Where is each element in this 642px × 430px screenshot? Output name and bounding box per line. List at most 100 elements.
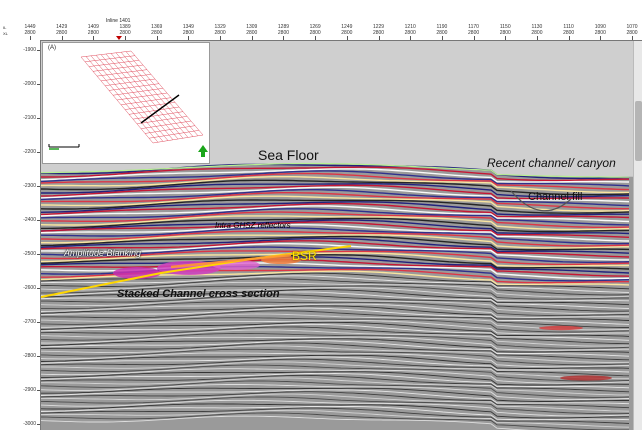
depth-tick	[37, 152, 40, 153]
crossline-tick-label: 2800	[309, 30, 321, 36]
depth-tick	[37, 220, 40, 221]
crossline-tick-label: 2800	[341, 30, 353, 36]
crossline-tick-label: 2800	[182, 30, 194, 36]
axis-tick	[346, 36, 348, 40]
crossline-tick-label: 2800	[499, 30, 511, 36]
survey-grid-map	[48, 50, 208, 157]
inline-tick-label: 1190	[436, 24, 448, 30]
axis-tick	[378, 36, 380, 40]
crossline-tick-label: 2800	[594, 30, 606, 36]
inline-tick-label: 1449	[24, 24, 36, 30]
depth-tick-label: -2400	[23, 217, 36, 223]
axis-tick	[61, 36, 63, 40]
axis-tick	[473, 36, 475, 40]
inset-survey-map: (A)	[42, 42, 210, 164]
crossline-tick-label: 2800	[436, 30, 448, 36]
inline-tick-label: 1130	[531, 24, 543, 30]
inline-tick-label: 1210	[404, 24, 416, 30]
crossline-tick-label: 2800	[214, 30, 226, 36]
axis-tick	[188, 36, 190, 40]
axis-tick	[220, 36, 222, 40]
sea-floor-label: Sea Floor	[258, 147, 319, 163]
crossline-tick-label: 2800	[151, 30, 163, 36]
axis-tick	[505, 36, 507, 40]
depth-tick-label: -2100	[23, 115, 36, 121]
inline-tick-label: 1289	[277, 24, 290, 30]
inline-tick-label: 1369	[151, 24, 163, 30]
depth-tick-label: -2200	[23, 149, 36, 155]
seismic-section[interactable]	[41, 41, 633, 430]
depth-tick	[37, 186, 40, 187]
xl-axis-label: XL	[3, 31, 8, 36]
depth-tick-label: -2800	[23, 353, 36, 359]
crossline-tick-label: 2800	[468, 30, 480, 36]
inline-tick-label: 1349	[182, 24, 194, 30]
depth-tick-label: -3000	[23, 421, 36, 427]
stacked-channel-label: Stacked Channel cross section	[117, 288, 280, 300]
inline-tick-label: 1249	[341, 24, 353, 30]
inline-position-marker[interactable]	[116, 36, 122, 40]
axis-tick	[125, 36, 127, 40]
crossline-tick-label: 2800	[563, 30, 575, 36]
axis-tick	[441, 36, 443, 40]
scale-bar-icon	[48, 144, 80, 150]
crossline-tick-label: 2800	[531, 30, 543, 36]
inline-tick-label: 1309	[246, 24, 258, 30]
depth-tick	[37, 288, 40, 289]
vertical-scrollbar[interactable]	[633, 41, 642, 430]
channel-fill-label: Channel fill	[528, 191, 583, 203]
depth-tick	[37, 356, 40, 357]
inset-panel-label: (A)	[48, 45, 56, 51]
inline-tick-label: 1150	[499, 24, 511, 30]
axis-tick	[283, 36, 285, 40]
depth-tick	[37, 254, 40, 255]
crossline-tick-label: 2800	[87, 30, 99, 36]
il-axis-label: IL	[3, 25, 7, 30]
axis-tick	[632, 36, 633, 40]
depth-tick-label: -2600	[23, 285, 36, 291]
inline-tick-label: 1229	[372, 24, 385, 30]
crossline-tick-label: 2800	[246, 30, 258, 36]
axis-tick	[93, 36, 95, 40]
depth-tick	[37, 118, 40, 119]
depth-tick	[37, 390, 40, 391]
depth-tick-label: -1900	[23, 47, 36, 53]
amplitude-blanking-label: Amplitude Blanking	[64, 248, 142, 258]
depth-tick-label: -2700	[23, 319, 36, 325]
inline-tick-label: 1389	[119, 24, 131, 30]
recent-channel-label: Recent channel/ canyon	[487, 156, 616, 170]
axis-tick	[251, 36, 253, 40]
inline-tick-label: 1329	[214, 24, 226, 30]
crossline-tick-label: 2800	[277, 30, 290, 36]
inline-tick-label: 1070	[626, 24, 638, 30]
depth-tick-label: -2500	[23, 251, 36, 257]
depth-tick-label: -2300	[23, 183, 36, 189]
axis-tick	[156, 36, 158, 40]
depth-tick-label: -2000	[23, 81, 36, 87]
inline-tick-label: 1090	[594, 24, 606, 30]
depth-tick	[37, 84, 40, 85]
axis-tick	[30, 36, 31, 40]
inline-marker-label: Inline 1401	[106, 18, 131, 24]
axis-tick	[315, 36, 317, 40]
intra-ghsz-label: Intra GHSZ reflectors	[215, 221, 291, 230]
axis-tick	[600, 36, 602, 40]
axis-tick	[410, 36, 412, 40]
crossline-tick-label: 2800	[404, 30, 416, 36]
axis-tick	[568, 36, 570, 40]
depth-tick	[37, 50, 40, 51]
inline-tick-label: 1110	[563, 24, 574, 30]
depth-tick-label: -2900	[23, 387, 36, 393]
inline-tick-label: 1429	[56, 24, 68, 30]
inline-tick-label: 1409	[87, 24, 99, 30]
scrollbar-thumb[interactable]	[635, 101, 642, 161]
survey-grid-icon	[80, 50, 204, 144]
crossline-tick-label: 2800	[626, 30, 638, 36]
depth-tick	[37, 424, 40, 425]
crossline-tick-label: 2800	[119, 30, 131, 36]
inline-crossline-axis: IL XL Inline 1401 1449 2800 1429 2800 1409 28…	[0, 0, 642, 41]
crossline-tick-label: 2800	[372, 30, 385, 36]
inline-tick-label: 1170	[468, 24, 479, 30]
crossline-tick-label: 2800	[24, 30, 36, 36]
